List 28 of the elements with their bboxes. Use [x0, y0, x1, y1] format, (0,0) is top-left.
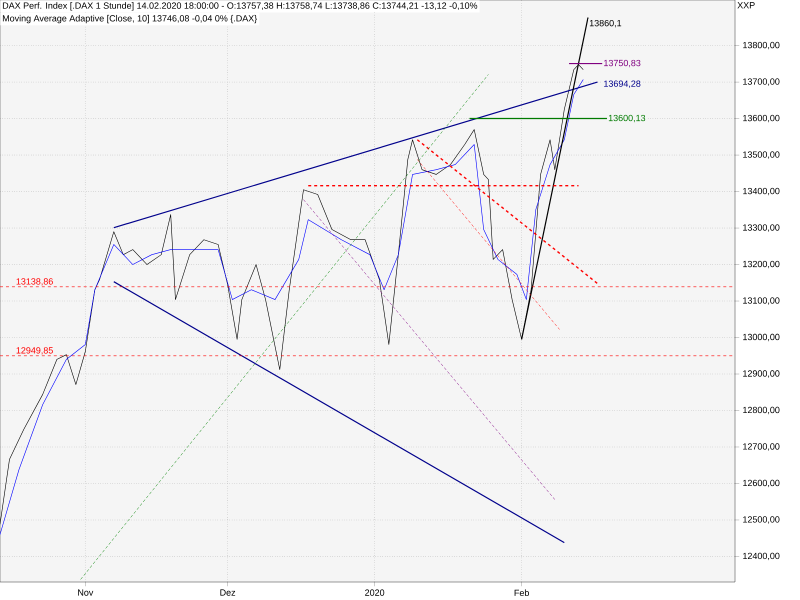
ref-line-label: 13138,86 — [16, 278, 53, 286]
y-tick-label: 12600,00 — [743, 480, 780, 488]
ref-line-label: 12949,85 — [16, 347, 53, 355]
y-tick-label: 12700,00 — [743, 443, 780, 451]
annotation: 13750,83 — [604, 60, 640, 68]
y-tick-label: 13000,00 — [743, 334, 780, 342]
annotation: 13600,13 — [608, 114, 646, 122]
y-tick-label: 13300,00 — [743, 224, 780, 232]
text: Moving Average Adaptive [Close, 10] 13746,08 -0,04 0% {.DAX} — [2, 14, 258, 24]
annotation: 13694,28 — [604, 80, 640, 88]
y-tick-label: 13800,00 — [743, 42, 780, 50]
y-tick-label: 13400,00 — [743, 188, 780, 196]
x-tick-label: Nov — [78, 589, 94, 596]
x-tick-label: 2020 — [365, 589, 384, 596]
x-tick-label: Dez — [220, 589, 236, 596]
y-tick-label: 12900,00 — [743, 370, 780, 378]
y-tick-label: 13100,00 — [743, 297, 780, 305]
y-tick-label: 13200,00 — [743, 260, 780, 268]
annotation: 13860,1 — [590, 20, 622, 28]
y-tick-label: 13600,00 — [743, 114, 780, 122]
x-tick-label: Feb — [514, 589, 529, 596]
y-tick-label: 12500,00 — [743, 516, 780, 524]
text: XXP — [737, 2, 755, 8]
y-tick-label: 12400,00 — [743, 552, 780, 560]
y-tick-label: 13700,00 — [743, 78, 780, 86]
chart-title: DAX Perf. Index [.DAX 1 Stunde] 14.02.2020 18:00:00 - O:13757,38 H:13758,74 L:13738,86 C:13744,21 -13,12 -0,10% — [2, 2, 478, 11]
y-tick-label: 13500,00 — [743, 151, 780, 159]
y-tick-label: 12800,00 — [743, 406, 780, 414]
